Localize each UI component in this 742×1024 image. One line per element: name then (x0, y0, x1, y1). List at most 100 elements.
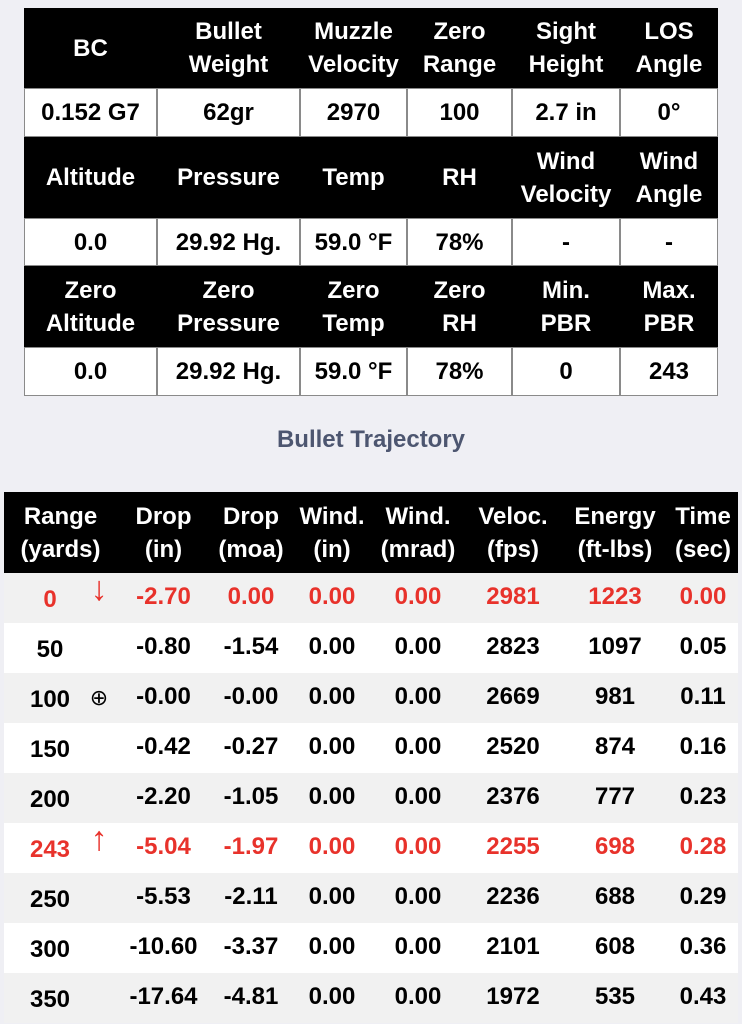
value-cell: 0 (512, 347, 620, 396)
range-cell: 0 ↓ (4, 572, 117, 623)
range-value: 250 (29, 886, 71, 913)
header-cell: Min. PBR (512, 266, 620, 347)
value-cell: -0.00 (223, 682, 279, 710)
value-cell: 0.00 (394, 882, 442, 910)
value-cell: 59.0 °F (300, 347, 407, 396)
table-row: 350 -17.64 -4.81 0.00 0.00 1972 535 0.43 (4, 973, 738, 1023)
value-cell: 0.00 (679, 582, 727, 610)
range-marker: ↑ (90, 820, 108, 858)
value-cell: 2236 (486, 882, 540, 910)
value-cell: -1.97 (223, 832, 279, 860)
value-cell: - (620, 218, 718, 266)
header-cell: Zero Altitude (24, 266, 157, 347)
value-cell: 62gr (157, 88, 300, 137)
header-cell: Max. PBR (620, 266, 718, 347)
value-cell: 243 (620, 347, 718, 396)
range-value: 100 (29, 686, 71, 713)
value-cell: 0.0 (24, 218, 157, 266)
header-cell: Zero Temp (300, 266, 407, 347)
value-cell: 0.00 (394, 982, 442, 1010)
table-row: 250 -5.53 -2.11 0.00 0.00 2236 688 0.29 (4, 873, 738, 923)
value-cell: 78% (407, 218, 512, 266)
table-row: 0 ↓ -2.70 0.00 0.00 0.00 2981 1223 0.00 (4, 572, 738, 623)
value-cell: -3.37 (223, 932, 279, 960)
range-cell: 200 (4, 773, 117, 823)
header-cell: LOS Angle (620, 8, 718, 88)
value-cell: 0.00 (394, 682, 442, 710)
value-cell: 0.00 (308, 882, 356, 910)
range-value: 0 (43, 586, 57, 613)
value-cell: 0.00 (308, 782, 356, 810)
header-cell: Temp (300, 137, 407, 218)
value-cell: 874 (594, 732, 636, 760)
value-cell: 535 (594, 982, 636, 1010)
value-cell: 0.16 (679, 732, 727, 760)
table-row: 200 -2.20 -1.05 0.00 0.00 2376 777 0.23 (4, 773, 738, 823)
range-value: 350 (29, 986, 71, 1013)
value-cell: 0.00 (308, 682, 356, 710)
value-cell: 0.0 (24, 347, 157, 396)
header-cell: Zero RH (407, 266, 512, 347)
range-cell: 300 (4, 923, 117, 973)
value-cell: 0.00 (394, 782, 442, 810)
range-value: 50 (36, 636, 64, 663)
header-cell: Zero Range (407, 8, 512, 88)
range-cell: 100 ⊕ (4, 673, 117, 723)
value-cell: -5.04 (136, 832, 191, 860)
value-cell: 0.152 G7 (24, 88, 157, 137)
value-cell: -0.27 (223, 732, 279, 760)
value-cell: -2.20 (136, 782, 191, 810)
value-cell: 0.00 (308, 632, 356, 660)
value-cell: 0.00 (227, 582, 275, 610)
table-row: 100 ⊕ -0.00 -0.00 0.00 0.00 2669 981 0.11 (4, 673, 738, 723)
header-cell: BC (24, 8, 157, 88)
value-cell: -1.05 (223, 782, 279, 810)
value-cell: -0.00 (136, 682, 191, 710)
table-row: 150 -0.42 -0.27 0.00 0.00 2520 874 0.16 (4, 723, 738, 773)
value-cell: 1972 (486, 982, 540, 1010)
column-header: Wind. (in) (292, 492, 372, 573)
value-cell: 0.43 (679, 982, 727, 1010)
value-cell: 0.00 (394, 632, 442, 660)
value-cell: -2.70 (136, 582, 191, 610)
header-cell: Bullet Weight (157, 8, 300, 88)
table-row: 300 -10.60 -3.37 0.00 0.00 2101 608 0.36 (4, 923, 738, 973)
value-cell: 688 (594, 882, 636, 910)
header-cell: Zero Pressure (157, 266, 300, 347)
value-cell: 0.28 (679, 832, 727, 860)
range-value: 300 (29, 936, 71, 963)
value-cell: 1097 (588, 632, 642, 660)
header-cell: Altitude (24, 137, 157, 218)
header-cell: Pressure (157, 137, 300, 218)
column-header: Veloc. (fps) (464, 492, 562, 573)
column-header: Energy (ft-lbs) (562, 492, 668, 573)
column-header: Wind. (mrad) (372, 492, 464, 573)
value-cell: 2981 (486, 582, 540, 610)
value-cell: 2970 (300, 88, 407, 137)
value-cell: 698 (594, 832, 636, 860)
value-cell: 2823 (486, 632, 540, 660)
column-header: Time (sec) (668, 492, 738, 573)
value-cell: - (512, 218, 620, 266)
value-cell: 0.23 (679, 782, 727, 810)
column-header: Range (yards) (4, 492, 117, 573)
value-cell: 0.11 (680, 682, 726, 710)
value-cell: 0.00 (308, 732, 356, 760)
value-cell: 29.92 Hg. (157, 347, 300, 396)
value-cell: -2.11 (224, 882, 278, 910)
range-value: 150 (29, 736, 71, 763)
header-cell: Wind Angle (620, 137, 718, 218)
value-cell: 2101 (486, 932, 540, 960)
value-cell: -17.64 (129, 982, 198, 1010)
value-cell: 2.7 in (512, 88, 620, 137)
value-cell: -0.42 (136, 732, 191, 760)
range-cell: 243 ↑ (4, 820, 117, 873)
value-cell: -5.53 (136, 882, 191, 910)
value-cell: 1223 (588, 582, 642, 610)
value-cell: 608 (594, 932, 636, 960)
value-cell: 0.36 (679, 932, 727, 960)
value-cell: 0.00 (308, 932, 356, 960)
value-cell: 0.00 (308, 982, 356, 1010)
table-row: 243 ↑ -5.04 -1.97 0.00 0.00 2255 698 0.28 (4, 820, 738, 873)
